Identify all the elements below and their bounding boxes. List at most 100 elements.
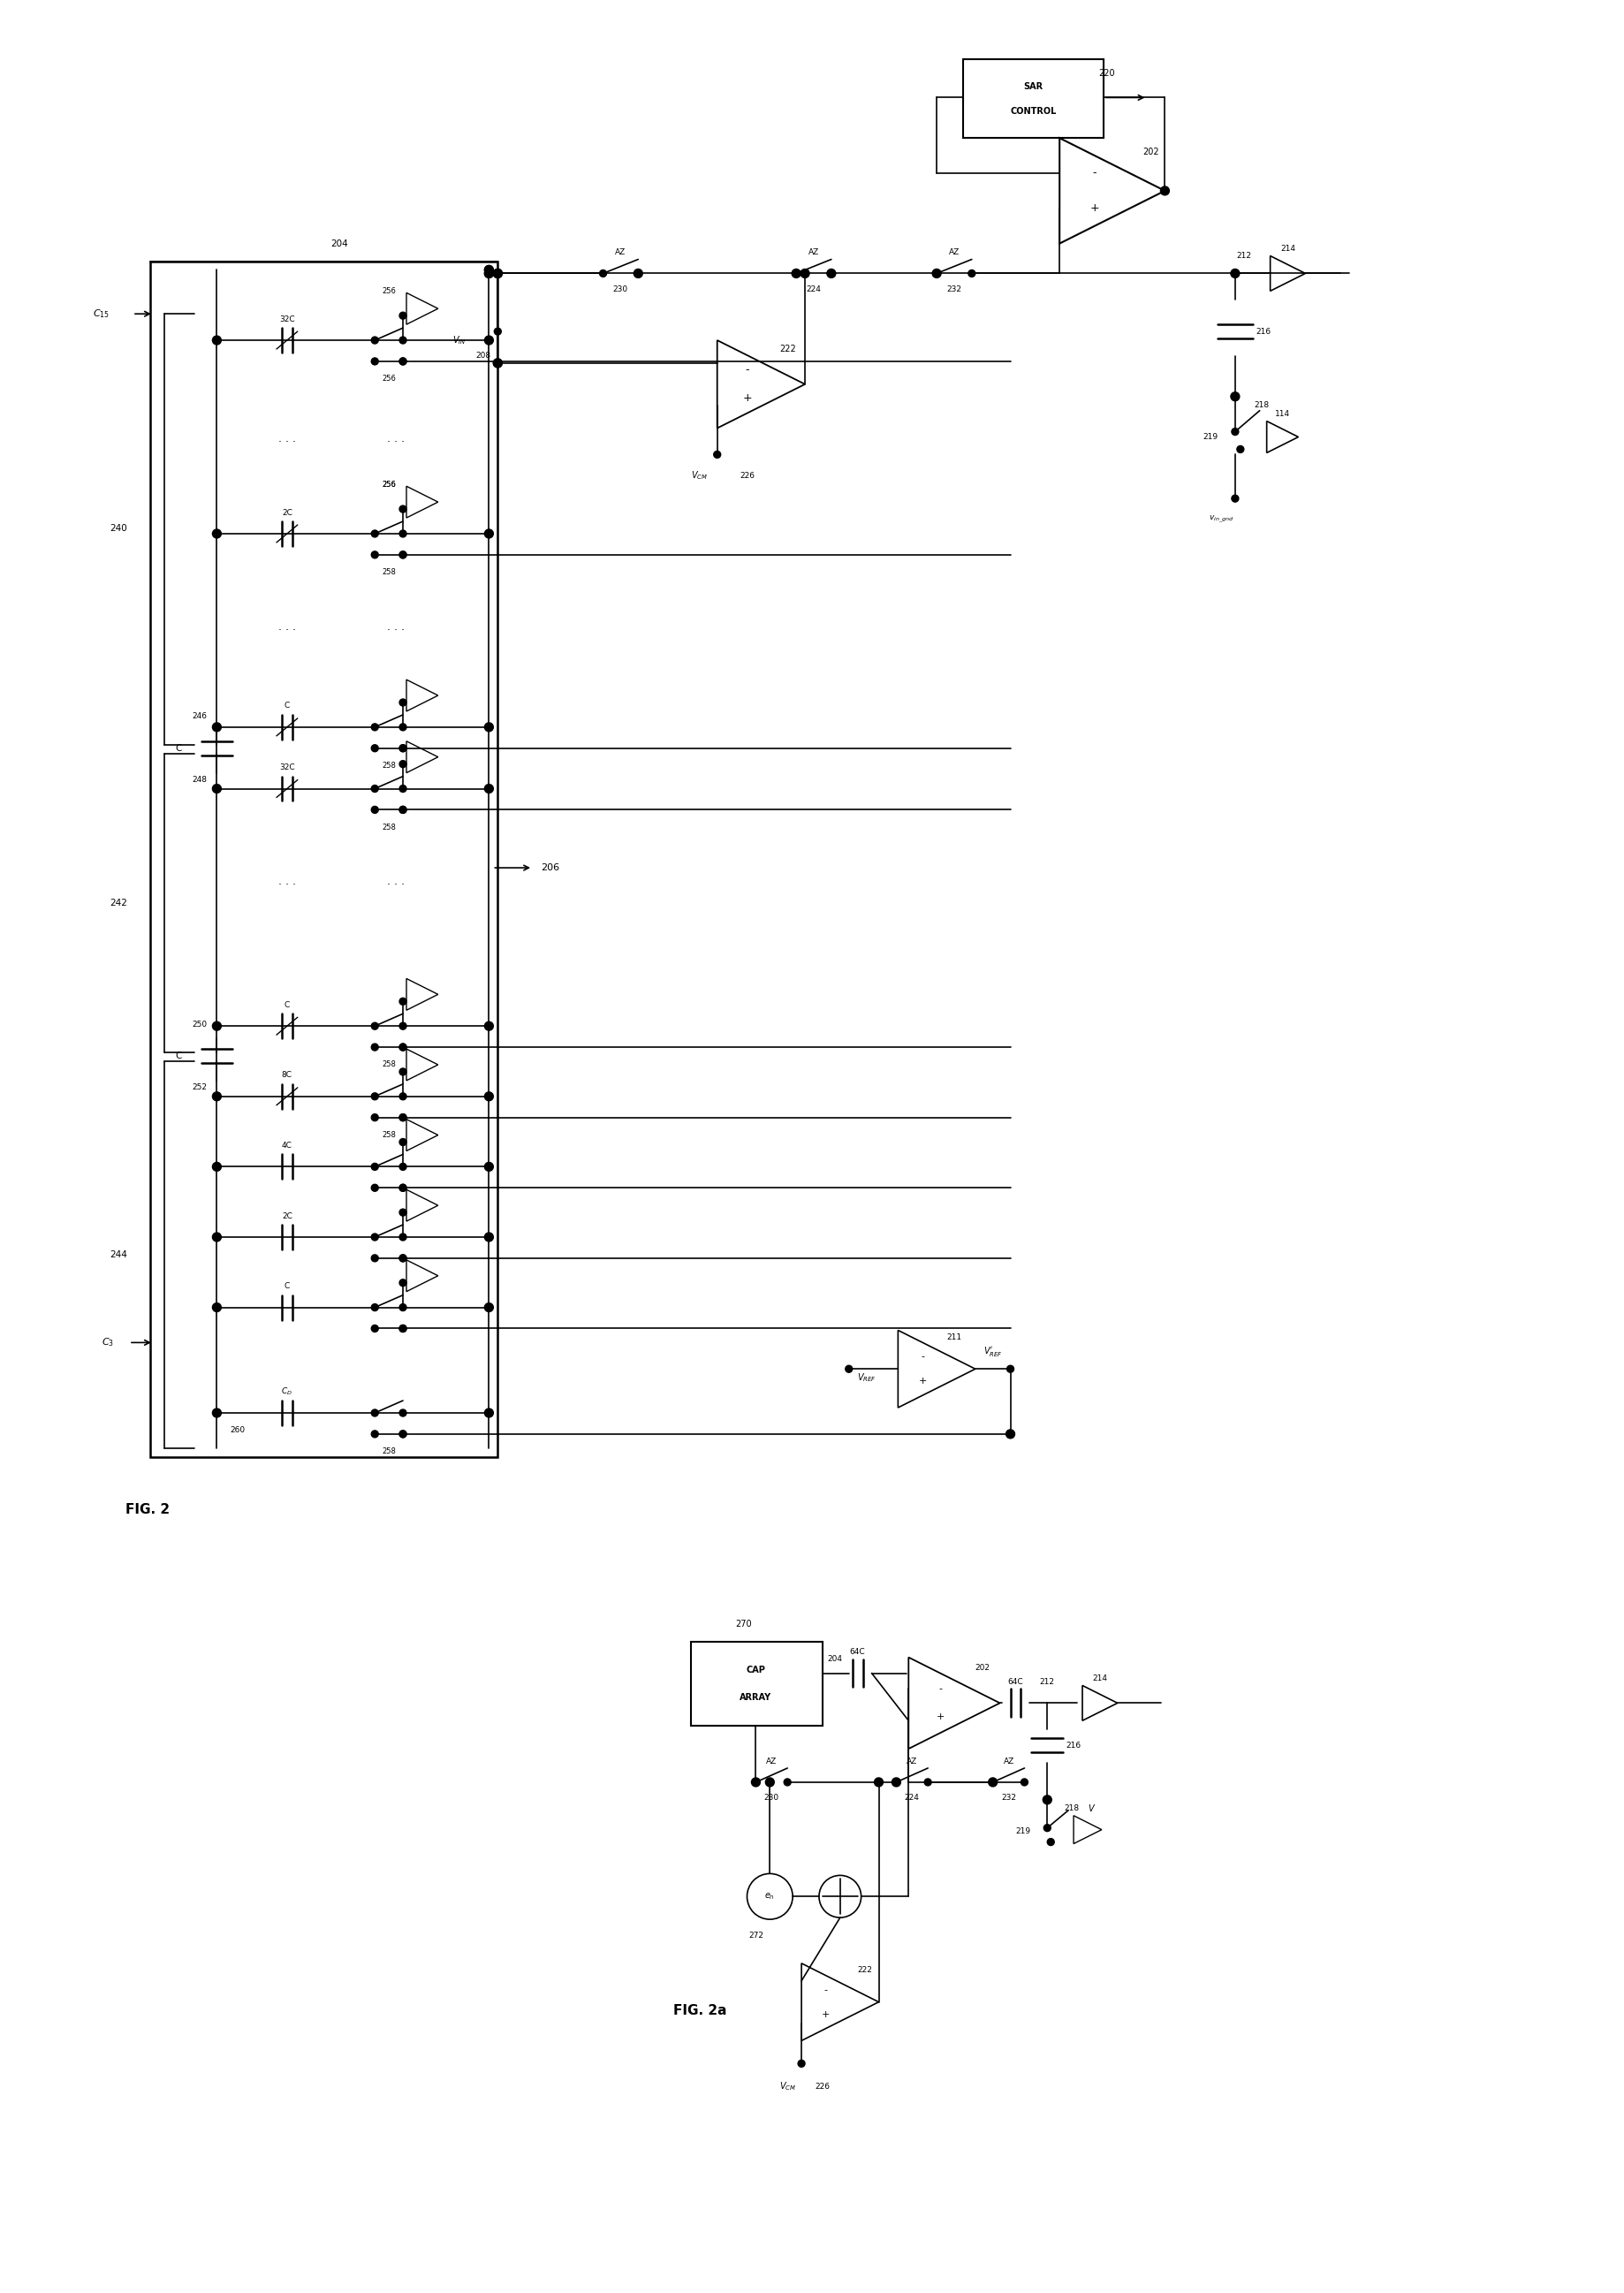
Text: 202: 202 (1143, 147, 1160, 156)
Text: $V_{IN}$: $V_{IN}$ (451, 335, 466, 346)
Text: 270: 270 (736, 1619, 752, 1628)
Text: $e_n$: $e_n$ (765, 1892, 775, 1901)
Circle shape (924, 1779, 932, 1786)
Text: · · ·: · · · (387, 624, 404, 635)
Circle shape (213, 335, 221, 344)
Circle shape (400, 1183, 406, 1192)
Text: · · ·: · · · (278, 624, 296, 635)
Circle shape (494, 268, 502, 277)
Text: 230: 230 (763, 1793, 780, 1802)
Text: $V_{REF}'$: $V_{REF}'$ (983, 1344, 1002, 1357)
Text: 258: 258 (382, 569, 396, 576)
Circle shape (484, 335, 494, 344)
Text: AZ: AZ (1004, 1756, 1013, 1766)
Text: 224: 224 (806, 284, 822, 294)
Text: 218: 218 (1064, 1805, 1080, 1811)
Circle shape (846, 1364, 853, 1374)
Text: AZ: AZ (906, 1756, 918, 1766)
Circle shape (484, 1302, 494, 1312)
Text: 219: 219 (1015, 1828, 1030, 1834)
Circle shape (484, 1163, 494, 1172)
Circle shape (635, 271, 641, 277)
Text: AZ: AZ (809, 248, 818, 257)
Circle shape (400, 1140, 406, 1146)
Text: 4C: 4C (283, 1142, 292, 1149)
Circle shape (400, 337, 406, 344)
Circle shape (400, 1183, 406, 1192)
Text: 230: 230 (614, 284, 628, 294)
Text: 214: 214 (1093, 1674, 1108, 1683)
Text: 2C: 2C (283, 1213, 292, 1220)
Text: C: C (175, 743, 182, 752)
Text: 248: 248 (192, 775, 206, 784)
Text: 256: 256 (382, 482, 396, 488)
Circle shape (874, 1777, 883, 1786)
Text: AZ: AZ (948, 248, 960, 257)
Text: 208: 208 (476, 353, 490, 360)
Text: -: - (939, 1685, 942, 1695)
Text: 258: 258 (382, 823, 396, 832)
Text: $V_{REF}$: $V_{REF}$ (857, 1371, 875, 1385)
Circle shape (400, 1325, 406, 1332)
Circle shape (400, 1114, 406, 1121)
Text: 232: 232 (1000, 1793, 1017, 1802)
Circle shape (213, 784, 221, 793)
Text: 258: 258 (382, 1130, 396, 1140)
Text: 256: 256 (382, 376, 396, 383)
Text: 202: 202 (974, 1665, 989, 1672)
Text: 64C: 64C (1009, 1678, 1023, 1685)
Circle shape (765, 1777, 775, 1786)
Text: 224: 224 (905, 1793, 919, 1802)
Circle shape (400, 504, 406, 514)
Circle shape (372, 550, 378, 557)
Text: ARRAY: ARRAY (741, 1692, 771, 1701)
Circle shape (400, 807, 406, 814)
Text: 204: 204 (827, 1656, 843, 1662)
Text: 242: 242 (110, 899, 127, 908)
Circle shape (484, 268, 494, 277)
Circle shape (1161, 186, 1169, 195)
Circle shape (1005, 1429, 1015, 1438)
Circle shape (752, 1779, 760, 1786)
Text: $v_{in\_gnd}$: $v_{in\_gnd}$ (1208, 514, 1234, 525)
Text: 214: 214 (1280, 245, 1296, 252)
Bar (149, 261, 497, 1456)
Circle shape (633, 268, 643, 277)
Circle shape (372, 807, 378, 814)
Text: 258: 258 (382, 1062, 396, 1069)
Text: 260: 260 (231, 1426, 245, 1435)
Circle shape (484, 1234, 494, 1241)
Circle shape (494, 268, 502, 277)
Circle shape (752, 1777, 760, 1786)
Circle shape (213, 1163, 221, 1172)
Text: 8C: 8C (281, 1071, 292, 1080)
Circle shape (400, 358, 406, 365)
Circle shape (1231, 495, 1239, 502)
Circle shape (1044, 1825, 1051, 1832)
Circle shape (989, 1777, 997, 1786)
Circle shape (484, 784, 494, 793)
Circle shape (400, 1069, 406, 1075)
Circle shape (400, 1094, 406, 1101)
Circle shape (400, 761, 406, 768)
Text: -: - (745, 365, 749, 376)
Text: +: + (742, 392, 752, 404)
Circle shape (793, 268, 801, 277)
Text: 206: 206 (541, 864, 560, 871)
Text: 272: 272 (749, 1931, 763, 1940)
Text: AZ: AZ (615, 248, 625, 257)
Circle shape (400, 1431, 406, 1438)
Circle shape (372, 1163, 378, 1169)
Circle shape (213, 530, 221, 539)
Circle shape (934, 271, 940, 277)
Text: 256: 256 (382, 287, 396, 296)
Circle shape (893, 1779, 900, 1786)
Text: +: + (919, 1376, 927, 1385)
Circle shape (400, 745, 406, 752)
Circle shape (400, 997, 406, 1004)
Text: 216: 216 (1255, 328, 1270, 335)
Text: CAP: CAP (745, 1665, 765, 1674)
Text: 222: 222 (780, 344, 796, 353)
Circle shape (793, 271, 799, 277)
Circle shape (797, 2059, 806, 2066)
